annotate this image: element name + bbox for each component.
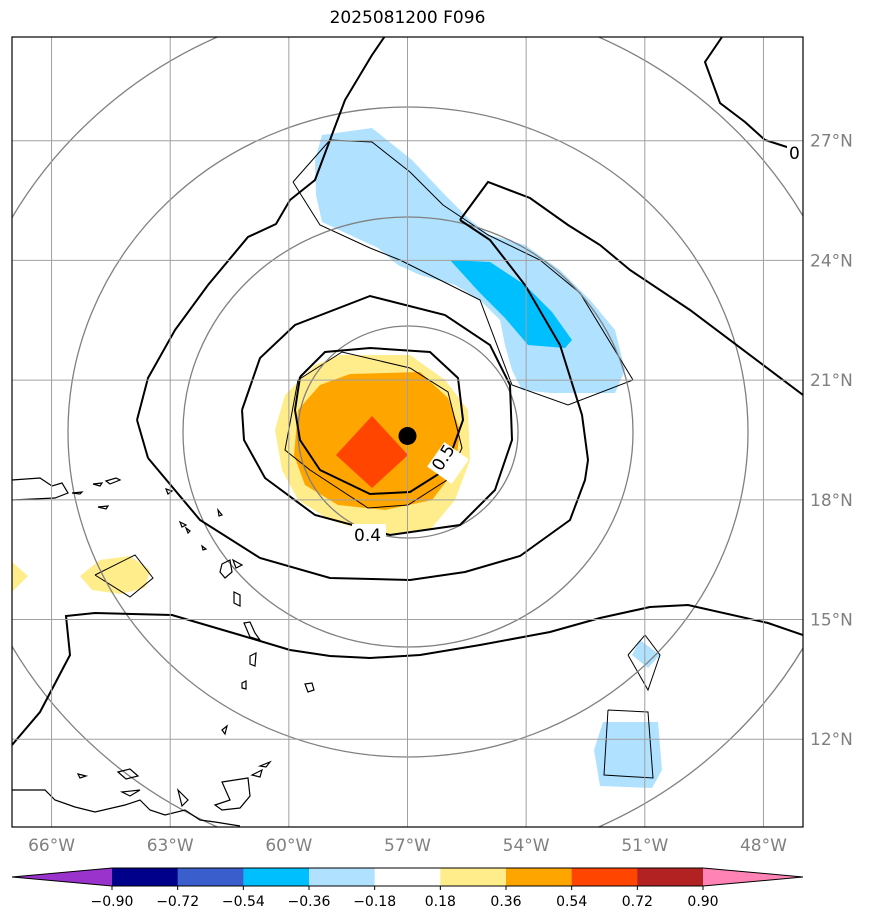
contour-label-0.4: 0.4 [354, 526, 381, 546]
thin-outline-east [627, 634, 661, 692]
island-10 [243, 621, 262, 642]
island-13 [304, 682, 315, 693]
colorbar-segment [571, 868, 638, 886]
puerto-rico-coast [12, 477, 69, 501]
map-frame [11, 36, 804, 828]
thin-outline-south [603, 709, 654, 779]
island-1 [71, 491, 84, 495]
map-title: 2025081200 F096 [329, 8, 486, 28]
lat-tick-label: 21°N [810, 371, 853, 391]
blue-patch-north [450, 260, 572, 348]
colorbar-segment [112, 868, 179, 886]
coastlines [12, 477, 315, 827]
island-3 [97, 505, 110, 510]
colorbar-tick-label: −0.18 [353, 894, 396, 910]
lon-tick-label: 63°W [147, 836, 194, 856]
lat-tick-label: 18°N [810, 491, 853, 511]
island-7 [201, 544, 208, 551]
island-15 [257, 760, 272, 768]
light-blue-patch-east [632, 640, 660, 668]
colorbar-tick-label: −0.54 [222, 894, 265, 910]
lon-tick-label: 66°W [28, 836, 75, 856]
colorbar-tick-label: 0.72 [622, 894, 653, 910]
colorbar-tick-label: 0.90 [687, 894, 718, 910]
lon-tick-label: 60°W [265, 836, 312, 856]
island-2 [92, 477, 122, 487]
lat-tick-label: 24°N [810, 251, 853, 271]
colorbar-extend-high [703, 868, 803, 886]
yellow-patch-west [80, 556, 150, 594]
island-8 [219, 558, 244, 579]
yellow-patch-edge [12, 562, 28, 592]
lat-tick-label: 27°N [810, 132, 853, 152]
island-9 [233, 591, 241, 607]
colorbar-segment [440, 868, 507, 886]
colorbar-tick-label: 0.36 [490, 894, 521, 910]
colorbar-segment [177, 868, 244, 886]
graticule [12, 37, 803, 827]
tobago-coast [250, 768, 263, 778]
map-plot-area [12, 37, 803, 827]
contour-0.3-east [459, 180, 803, 396]
colorbar-extend-low [12, 868, 112, 886]
island-16 [116, 768, 140, 780]
lat-tick-label: 15°N [810, 611, 853, 631]
colorbar-segment [243, 868, 310, 886]
contour-0.2 [12, 603, 803, 746]
colorbar-tick-label: −0.72 [156, 894, 199, 910]
venezuela-coast [12, 789, 241, 827]
thin-outlines [94, 139, 661, 779]
shaded-field [12, 128, 662, 788]
lon-tick-label: 54°W [503, 836, 550, 856]
colorbar-tick-label: 0.18 [425, 894, 456, 910]
colorbar-tick-label: −0.90 [91, 894, 134, 910]
colorbar-tick-label: 0.54 [556, 894, 587, 910]
island-17 [76, 773, 89, 779]
island-14 [221, 724, 229, 736]
island-5 [184, 526, 191, 535]
contour-0.4 [241, 294, 514, 537]
lon-tick-label: 48°W [740, 836, 787, 856]
colorbar-tick-label: −0.36 [288, 894, 331, 910]
island-12 [241, 680, 247, 690]
colorbar-segment [309, 868, 376, 886]
longitude-tick-labels: 66°W 63°W 60°W 57°W 54°W 51°W 48°W [28, 836, 787, 856]
thin-outline-west [94, 554, 154, 598]
colorbar-segment [637, 868, 704, 886]
island-6 [217, 507, 224, 517]
lat-tick-label: 12°N [810, 730, 853, 750]
island-11 [249, 651, 257, 667]
colorbar-segment [374, 868, 441, 886]
contour-0.3-south [147, 219, 590, 582]
grenada-coast [119, 788, 189, 808]
thin-outline-north [292, 139, 634, 406]
lon-tick-label: 51°W [621, 836, 668, 856]
contour-0.3 [136, 37, 386, 421]
storm-center-marker [398, 426, 417, 445]
contour-0.3-west [136, 419, 149, 459]
trinidad-coast [213, 777, 251, 811]
contour-0-ne [703, 37, 803, 151]
island-4 [164, 488, 188, 528]
red-patch-center [336, 416, 408, 488]
contour-label-0: 0 [789, 144, 800, 164]
lon-tick-label: 57°W [384, 836, 431, 856]
colorbar-segment [506, 868, 573, 886]
colorbar: −0.90 −0.72 −0.54 −0.36 −0.18 0.18 0.36 0.54 0.7… [11, 867, 804, 910]
latitude-tick-labels: 27°N 24°N 21°N 18°N 15°N 12°N [810, 132, 853, 750]
